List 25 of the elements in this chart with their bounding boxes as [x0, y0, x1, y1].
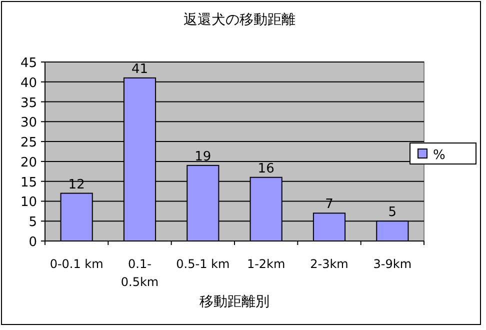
y-tick-label: 40	[20, 76, 37, 91]
y-tick-label: 30	[20, 116, 37, 131]
data-label: 5	[388, 205, 397, 220]
y-tick-label: 0	[28, 235, 37, 250]
data-label: 12	[68, 177, 85, 192]
data-label: 16	[258, 161, 274, 176]
x-tick-label: 1-2km	[246, 257, 286, 271]
y-tick-label: 20	[20, 155, 37, 170]
data-label: 41	[131, 62, 148, 77]
y-tick-label: 5	[28, 215, 37, 230]
x-tick-label: 3-9km	[373, 257, 412, 271]
x-tick-label: 0.1-0.5km	[120, 257, 159, 289]
y-tick-label: 35	[20, 96, 37, 111]
x-tick-label: 2-3km	[310, 257, 348, 271]
y-tick-label: 15	[20, 175, 37, 190]
x-tick-label: 0-0.1 km	[50, 257, 104, 271]
y-tick-label: 25	[20, 136, 37, 151]
chart-title: 返還犬の移動距離	[184, 12, 296, 28]
legend-label: %	[433, 148, 446, 163]
x-axis-title: 移動距離別	[200, 294, 270, 310]
data-label: 7	[325, 197, 334, 212]
x-tick-label: 0.5-1 km	[176, 257, 230, 271]
data-label: 19	[194, 149, 212, 164]
y-tick-label: 10	[20, 195, 37, 210]
y-tick-label: 45	[20, 56, 37, 71]
